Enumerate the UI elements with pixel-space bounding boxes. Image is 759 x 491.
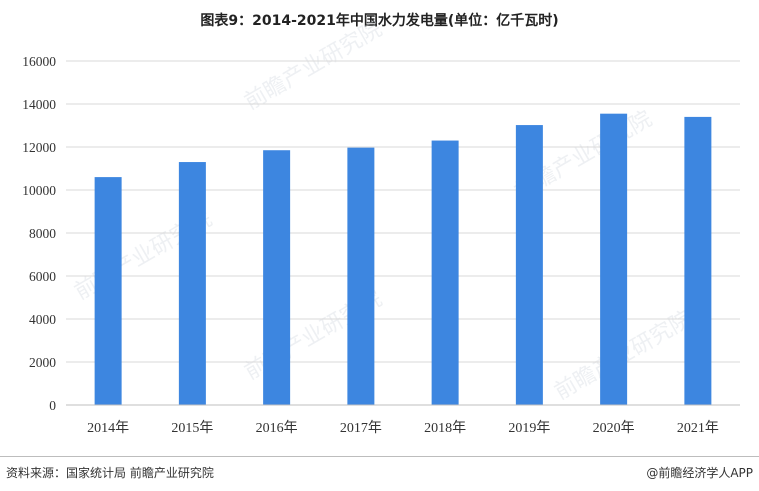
bar-2015年: [178, 162, 206, 405]
x-tick-label: 2015年: [171, 420, 213, 436]
y-tick-label: 6000: [29, 269, 56, 284]
bar-2019年: [515, 125, 543, 405]
gridlines: [66, 60, 740, 363]
watermark: 前瞻产业研究院: [241, 17, 387, 116]
bar-2018年: [431, 140, 459, 406]
x-tick-label: 2018年: [424, 420, 466, 436]
x-tick-label: 2014年: [87, 420, 129, 436]
bar-2014年: [94, 177, 122, 405]
source-text: 资料来源：国家统计局 前瞻产业研究院: [6, 466, 214, 480]
bar-2017年: [347, 147, 375, 405]
y-tick-label: 2000: [29, 355, 56, 370]
bar-chart: 前瞻产业研究院 前瞻产业研究院 前瞻产业研究院 前瞻产业研究院 前瞻产业研究院 …: [22, 17, 740, 436]
x-tick-label: 2016年: [256, 420, 298, 436]
x-axis-ticks: 2014年 2015年 2016年 2017年 2018年 2019年 2020年 2021年: [87, 420, 719, 436]
y-tick-label: 10000: [22, 183, 56, 198]
y-axis-ticks: 0 2000 4000 6000 8000 10000 12000 14000 16000: [22, 54, 56, 413]
bar-2016年: [263, 150, 291, 405]
x-tick-label: 2020年: [593, 420, 635, 436]
y-tick-label: 14000: [22, 97, 56, 112]
y-tick-label: 8000: [29, 226, 56, 241]
footer: 资料来源：国家统计局 前瞻产业研究院 @前瞻经济学人APP: [0, 456, 759, 491]
bar-2020年: [600, 113, 628, 406]
y-tick-label: 12000: [22, 140, 56, 155]
x-tick-label: 2017年: [340, 420, 382, 436]
x-tick-label: 2021年: [677, 420, 719, 436]
y-tick-label: 0: [49, 398, 56, 413]
bars: [94, 113, 712, 406]
brand-text: @前瞻经济学人APP: [646, 466, 753, 480]
chart-title: 图表9：2014-2021年中国水力发电量(单位：亿千瓦时): [200, 13, 559, 29]
y-tick-label: 16000: [22, 54, 56, 69]
bar-2021年: [684, 116, 712, 406]
x-tick-label: 2019年: [508, 420, 550, 436]
y-tick-label: 4000: [29, 312, 56, 327]
